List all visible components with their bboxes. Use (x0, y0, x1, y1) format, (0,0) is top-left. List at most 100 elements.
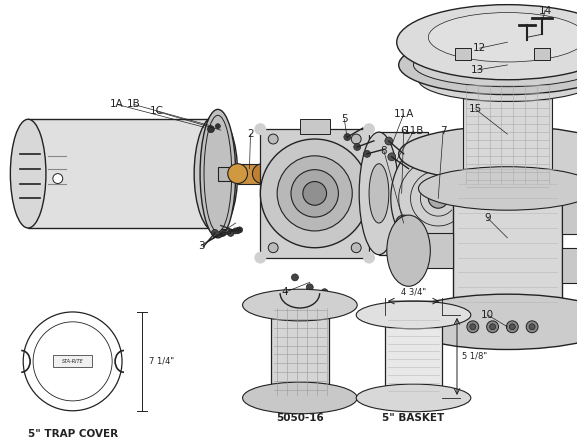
Bar (379, 132, 429, 254)
Ellipse shape (398, 126, 580, 182)
Ellipse shape (242, 382, 357, 414)
Text: 7 1/4": 7 1/4" (148, 357, 174, 366)
Text: 7: 7 (440, 126, 447, 136)
Ellipse shape (398, 35, 580, 94)
Bar (562, 198, 580, 234)
Circle shape (235, 228, 241, 234)
Circle shape (506, 321, 519, 333)
Circle shape (277, 156, 352, 231)
Text: 1B: 1B (127, 100, 141, 109)
Bar (300, 119, 329, 134)
Bar (385, 315, 442, 399)
Circle shape (292, 274, 298, 281)
Circle shape (255, 252, 266, 264)
Text: 12: 12 (473, 43, 487, 53)
Ellipse shape (398, 294, 580, 350)
Circle shape (509, 324, 515, 330)
Circle shape (215, 124, 220, 129)
Ellipse shape (242, 289, 357, 321)
Text: 4: 4 (282, 287, 288, 297)
Circle shape (529, 324, 535, 330)
Bar (408, 233, 453, 269)
Text: 11B: 11B (403, 126, 424, 136)
Text: 15: 15 (469, 105, 483, 114)
Bar (463, 80, 552, 188)
Text: 5: 5 (341, 114, 347, 124)
Circle shape (208, 126, 215, 133)
Ellipse shape (359, 132, 398, 254)
Text: 1C: 1C (150, 106, 164, 116)
Ellipse shape (356, 301, 471, 329)
Ellipse shape (228, 164, 248, 183)
Circle shape (490, 324, 495, 330)
Circle shape (470, 324, 476, 330)
Circle shape (344, 134, 351, 141)
Text: 14: 14 (538, 6, 552, 15)
Text: 1A: 1A (110, 100, 124, 109)
Bar (53, 355, 92, 367)
Text: 4 3/4": 4 3/4" (401, 287, 426, 296)
Bar (455, 48, 471, 60)
Circle shape (467, 321, 478, 333)
Bar (28, 119, 216, 228)
Circle shape (227, 229, 234, 236)
Text: 6: 6 (400, 126, 407, 136)
Ellipse shape (252, 164, 272, 183)
Circle shape (385, 137, 393, 145)
Circle shape (429, 188, 448, 208)
Ellipse shape (200, 109, 235, 238)
Ellipse shape (387, 215, 430, 286)
Circle shape (416, 238, 426, 248)
Circle shape (351, 243, 361, 253)
Circle shape (351, 134, 361, 144)
Circle shape (53, 174, 63, 183)
Circle shape (400, 219, 408, 227)
Circle shape (233, 228, 238, 234)
Circle shape (237, 227, 242, 233)
Ellipse shape (391, 139, 485, 258)
Circle shape (255, 123, 266, 135)
Circle shape (487, 321, 498, 333)
Circle shape (303, 182, 327, 205)
Text: 2: 2 (247, 129, 254, 139)
Circle shape (354, 143, 361, 150)
Bar (271, 305, 328, 399)
Circle shape (364, 150, 371, 157)
Text: 5" BASKET: 5" BASKET (382, 413, 445, 423)
Circle shape (260, 139, 369, 248)
Ellipse shape (414, 43, 580, 87)
Circle shape (291, 170, 338, 217)
Circle shape (396, 215, 412, 231)
Circle shape (219, 229, 226, 236)
Text: 10: 10 (481, 310, 494, 320)
Ellipse shape (418, 58, 580, 101)
Ellipse shape (418, 167, 580, 210)
Ellipse shape (429, 12, 580, 62)
Bar (260, 129, 369, 258)
Bar (534, 48, 550, 60)
Circle shape (416, 139, 426, 149)
Text: 13: 13 (471, 65, 484, 75)
Text: 9: 9 (484, 213, 491, 223)
Text: 5" TRAP COVER: 5" TRAP COVER (27, 429, 118, 438)
Text: 11A: 11A (393, 109, 414, 120)
Text: 5050-16: 5050-16 (276, 413, 324, 423)
Ellipse shape (397, 5, 580, 80)
Circle shape (363, 123, 375, 135)
Text: STA-RITE: STA-RITE (61, 359, 84, 364)
Circle shape (306, 284, 313, 291)
Bar (562, 248, 580, 283)
Bar (238, 164, 262, 183)
Ellipse shape (194, 115, 238, 232)
Circle shape (269, 243, 278, 253)
Ellipse shape (10, 119, 46, 228)
Bar (218, 167, 282, 180)
Circle shape (526, 321, 538, 333)
Ellipse shape (369, 164, 389, 223)
Circle shape (388, 153, 396, 161)
Circle shape (269, 134, 278, 144)
Ellipse shape (356, 384, 471, 412)
Circle shape (212, 229, 218, 236)
Bar (453, 154, 562, 322)
Text: 5 1/8": 5 1/8" (462, 352, 487, 361)
